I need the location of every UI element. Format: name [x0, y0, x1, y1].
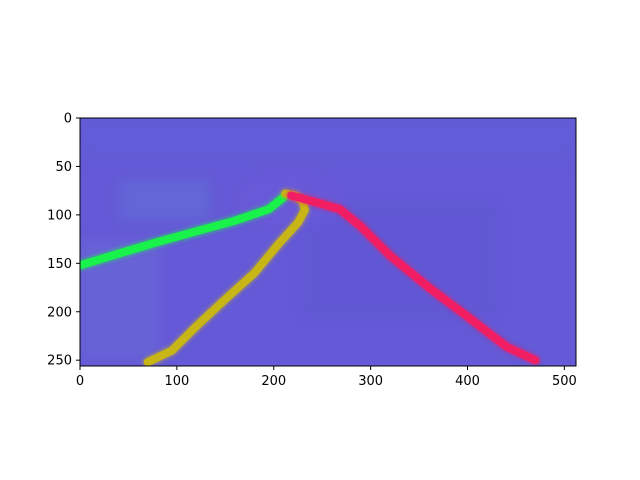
line-green [80, 193, 288, 270]
lines-layer [80, 188, 541, 366]
y-tick-label: 0 [64, 112, 72, 127]
y-tick-label: 200 [47, 305, 72, 320]
y-tick-label: 100 [47, 208, 72, 223]
line-red [287, 191, 540, 365]
x-axis: 0 100 200 300 400 500 [76, 366, 577, 389]
image-texture [80, 118, 576, 360]
x-tick-label: 100 [164, 374, 189, 389]
x-tick-label: 200 [261, 374, 286, 389]
y-tick-label: 50 [55, 160, 72, 175]
x-tick-label: 500 [552, 374, 577, 389]
y-axis: 0 50 100 150 200 250 [47, 112, 80, 369]
y-tick-label: 250 [47, 354, 72, 369]
x-tick-label: 0 [76, 374, 84, 389]
x-tick-label: 300 [358, 374, 383, 389]
x-tick-label: 400 [455, 374, 480, 389]
y-tick-label: 150 [47, 257, 72, 272]
axes-frame [79, 117, 577, 367]
image-area [80, 118, 576, 366]
